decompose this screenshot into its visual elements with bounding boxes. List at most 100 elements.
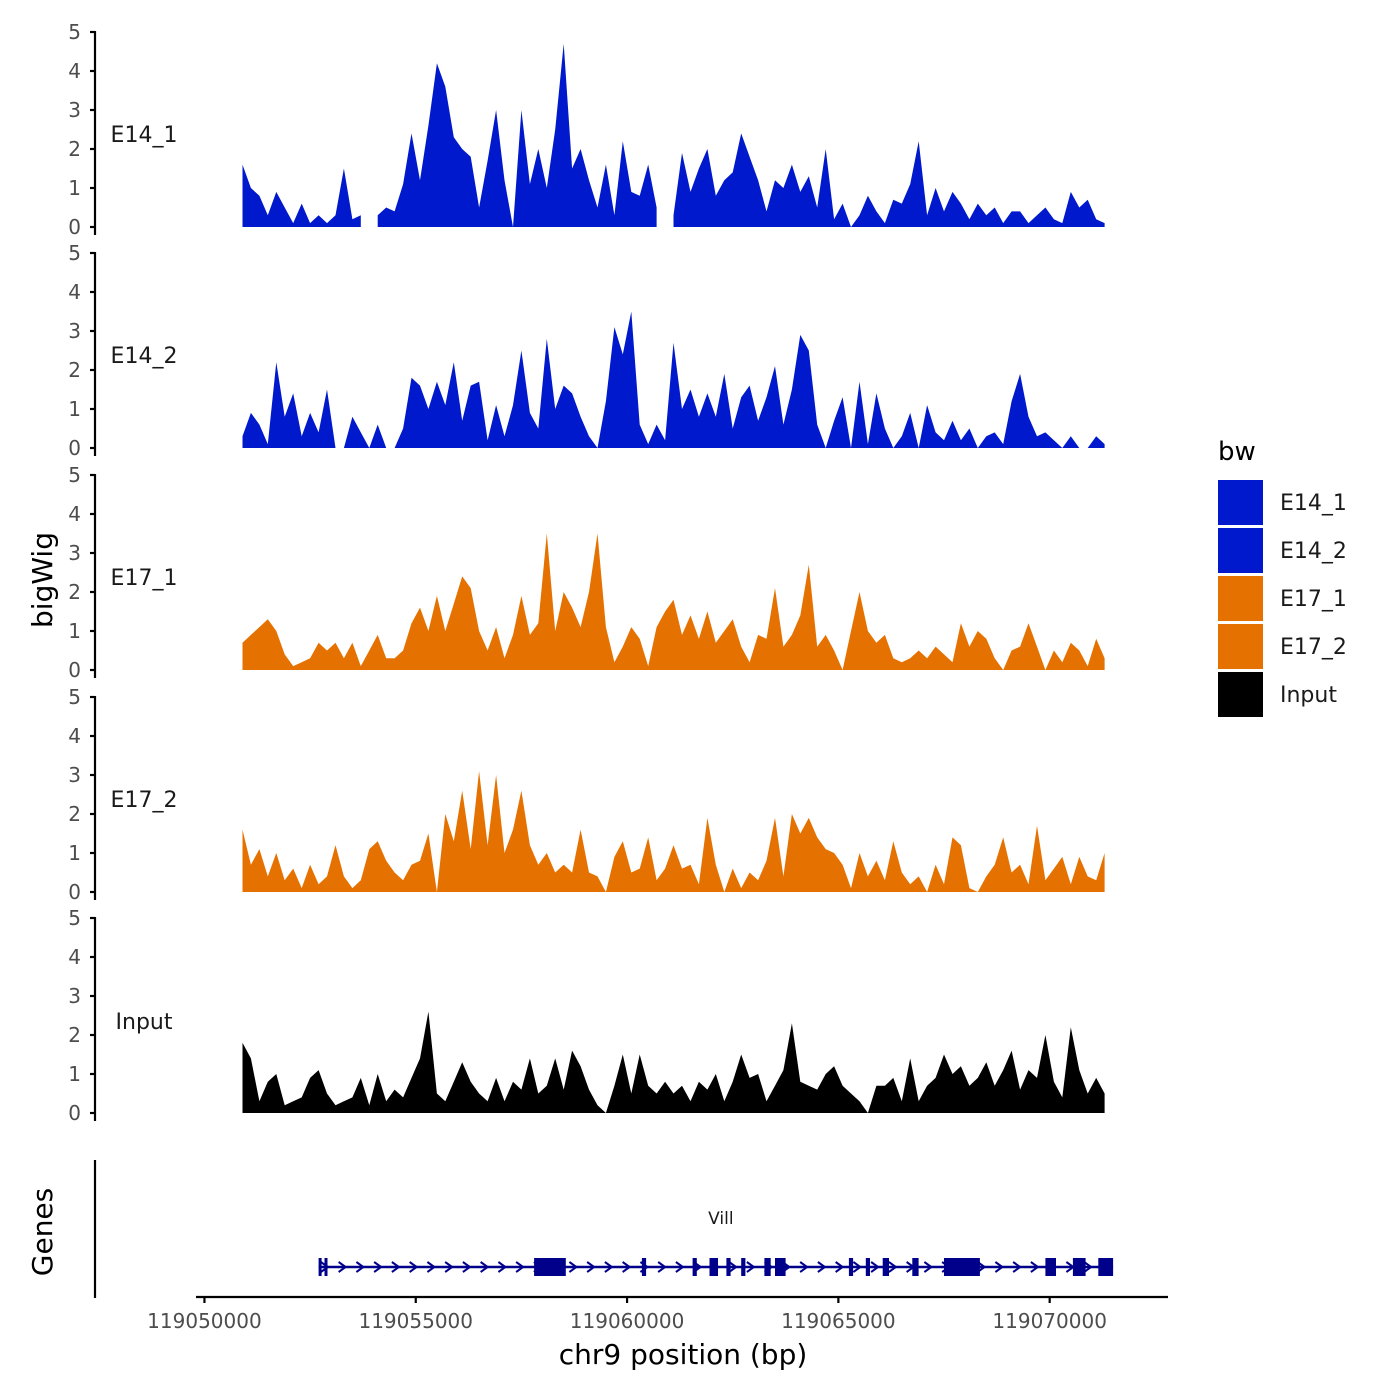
y-tick-label: 0 xyxy=(68,1101,81,1125)
strand-arrow xyxy=(728,1261,738,1273)
x-tick-label: 119060000 xyxy=(570,1309,685,1333)
y-tick-label: 5 xyxy=(68,906,81,930)
y-tick-label: 2 xyxy=(68,802,81,826)
strand-arrow xyxy=(426,1261,437,1273)
x-tick-label: 119055000 xyxy=(358,1309,473,1333)
strand-arrow xyxy=(497,1261,508,1273)
exon xyxy=(1098,1258,1114,1276)
strand-arrow xyxy=(1083,1261,1093,1273)
strand-arrow xyxy=(586,1261,596,1273)
x-tick-label: 119070000 xyxy=(992,1309,1107,1333)
y-tick-label: 0 xyxy=(68,436,81,460)
strand-arrow xyxy=(462,1261,472,1273)
genes-axis-title: Genes xyxy=(26,1188,59,1276)
signal-area-E14_1 xyxy=(242,164,361,227)
y-tick-label: 3 xyxy=(68,541,81,565)
strand-arrow xyxy=(338,1261,348,1273)
signal-area-E14_2 xyxy=(242,311,1105,448)
exon xyxy=(1045,1258,1056,1276)
y-tick-label: 0 xyxy=(68,658,81,682)
y-tick-label: 3 xyxy=(68,319,81,343)
exon xyxy=(775,1258,786,1276)
exon xyxy=(534,1258,566,1276)
strand-arrow xyxy=(799,1261,809,1273)
y-tick-label: 4 xyxy=(68,502,81,526)
track-E17_2: 0 1 2 3 4 5 E17_2 xyxy=(68,685,1105,904)
y-tick-label: 2 xyxy=(68,137,81,161)
strand-arrow xyxy=(870,1261,880,1273)
strand-arrow xyxy=(320,1261,330,1273)
strand-arrow xyxy=(355,1261,366,1273)
y-tick-label: 2 xyxy=(68,358,81,382)
exon xyxy=(318,1258,322,1276)
legend-swatch-E17_1 xyxy=(1218,576,1263,621)
exon xyxy=(944,1258,980,1276)
y-tick-label: 1 xyxy=(68,619,81,643)
signal-area-E14_1 xyxy=(377,43,657,228)
y-tick-label: 5 xyxy=(68,241,81,265)
legend-swatch-Input xyxy=(1218,672,1263,717)
legend-title: bw xyxy=(1218,437,1256,467)
exon xyxy=(692,1258,697,1276)
y-tick-label: 1 xyxy=(68,397,81,421)
y-tick-label: 1 xyxy=(68,1062,81,1086)
y-tick-label: 0 xyxy=(68,215,81,239)
exon xyxy=(912,1258,919,1276)
x-axis-title: chr9 position (bp) xyxy=(559,1338,808,1371)
exon xyxy=(848,1258,854,1276)
y-tick-label: 3 xyxy=(68,763,81,787)
strand-arrow xyxy=(568,1261,579,1273)
track-label: E17_1 xyxy=(111,566,178,591)
strand-arrow xyxy=(409,1261,419,1273)
track-E17_1: 0 1 2 3 4 5 E17_1 xyxy=(68,463,1105,682)
x-tick-label: 119065000 xyxy=(781,1309,896,1333)
legend-label-E14_2: E14_2 xyxy=(1280,539,1347,564)
track-label: E14_2 xyxy=(111,344,178,369)
strand-arrow xyxy=(1030,1261,1040,1273)
strand-arrow xyxy=(480,1261,490,1273)
gene-name-label: Vill xyxy=(708,1209,733,1229)
signal-area-Input xyxy=(242,1011,1105,1113)
y-tick-label: 5 xyxy=(68,20,81,44)
y-tick-label: 3 xyxy=(68,984,81,1008)
track-label: E17_2 xyxy=(111,788,178,813)
strand-arrow xyxy=(657,1261,667,1273)
legend-swatch-E17_2 xyxy=(1218,624,1263,669)
strand-arrow xyxy=(622,1261,632,1273)
strand-arrow xyxy=(888,1261,898,1273)
y-axis-title: bigWig xyxy=(26,532,59,628)
legend-label-Input: Input xyxy=(1280,683,1337,708)
track-Input: 0 1 2 3 4 5 Input xyxy=(68,906,1105,1125)
exon xyxy=(324,1258,328,1276)
strand-arrow xyxy=(817,1261,827,1273)
legend-label-E17_2: E17_2 xyxy=(1280,635,1347,660)
genes-track: Vill xyxy=(93,1160,1114,1298)
y-tick-label: 4 xyxy=(68,724,81,748)
y-tick-label: 4 xyxy=(68,280,81,304)
y-tick-label: 3 xyxy=(68,98,81,122)
legend-swatch-E14_2 xyxy=(1218,528,1263,573)
y-tick-label: 0 xyxy=(68,880,81,904)
strand-arrow xyxy=(852,1261,863,1273)
signal-area-E17_2 xyxy=(242,771,1105,892)
exon xyxy=(865,1258,870,1276)
track-E14_2: 0 1 2 3 4 5 E14_2 xyxy=(68,241,1105,460)
exon xyxy=(641,1258,647,1276)
legend-swatch-E14_1 xyxy=(1218,480,1263,525)
x-axis: 119050000 119055000 119060000 119065000 1190… xyxy=(147,1295,1168,1333)
strand-arrow xyxy=(977,1261,987,1273)
x-tick-label: 119050000 xyxy=(147,1309,262,1333)
y-tick-label: 4 xyxy=(68,945,81,969)
signal-area-E17_1 xyxy=(242,533,1105,670)
strand-arrow xyxy=(1012,1261,1022,1273)
track-label: Input xyxy=(116,1010,173,1035)
exon xyxy=(764,1258,771,1276)
strand-arrow xyxy=(515,1261,525,1273)
strand-arrow xyxy=(675,1261,685,1273)
exon xyxy=(1072,1258,1086,1276)
y-tick-label: 5 xyxy=(68,463,81,487)
strand-arrow xyxy=(391,1261,401,1273)
y-tick-label: 2 xyxy=(68,1023,81,1047)
y-tick-label: 4 xyxy=(68,59,81,83)
